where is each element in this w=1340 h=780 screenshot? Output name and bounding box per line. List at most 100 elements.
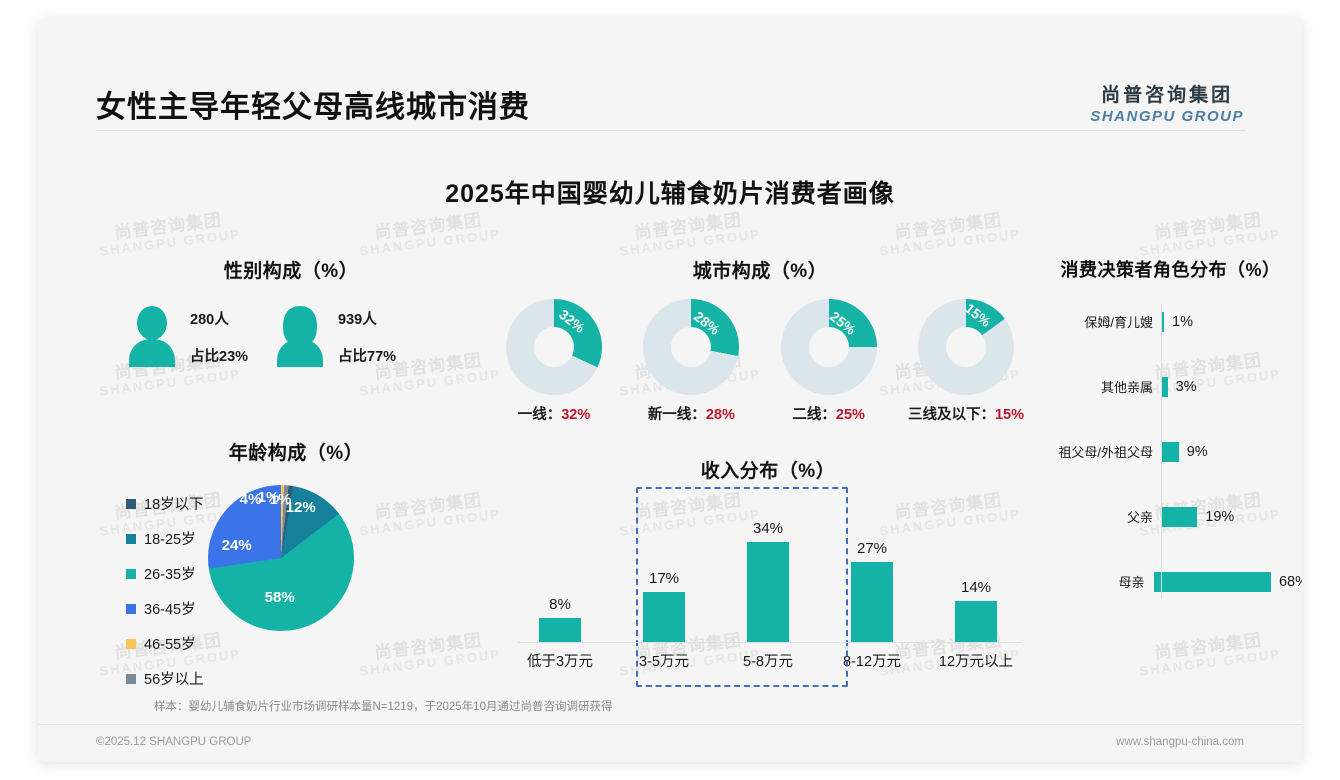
gender-title: 性别构成（%） [223,261,359,282]
gender-section: 性别构成（%） 280人 占比23% 939人 占比7 [126,256,456,369]
sample-note: 样本：婴幼儿辅食奶片行业市场调研样本量N=1219，于2025年10月通过尚普咨… [154,701,613,713]
city-donut-4: 15% 三线及以下：15% [902,299,1030,424]
age-legend-item-5: 46-55岁 [126,633,204,654]
decision-row-label: 保姆/育儿嫂 [1084,315,1153,330]
income-bar [539,618,581,642]
legend-swatch-icon [126,498,136,509]
decision-row-label: 其他亲属 [1100,380,1153,395]
donut-caption: 二线：25% [792,407,865,423]
female-share: 占比77% [338,349,397,365]
decision-row: 母亲 68% [1033,560,1302,603]
header-divider [96,130,1246,131]
male-share: 占比23% [190,349,249,365]
legend-swatch-icon [126,673,136,684]
age-pie-chart [207,485,354,631]
age-title: 年龄构成（%） [228,443,364,464]
donut-hole [808,327,849,367]
income-bar [955,600,997,642]
income-section: 收入分布（%） 8% 17% 34% 27% 14% 低于3万元 3-5万元 5-8万元 8-… [508,456,1028,687]
slide-header: 女性主导年轻父母高线城市消费 尚普咨询集团 SHANGPU GROUP [38,18,1302,131]
pie-label-26-35: 58% [264,589,295,606]
logo-cn-text: 尚普咨询集团 [1101,85,1234,106]
income-category-label: 低于3万元 [526,654,594,670]
city-donut-1: 32% 一线：32% [490,299,618,424]
age-pie-wrap: 4% 1% 1% 12% 24% 58% [207,485,354,631]
donut-ring: 28% [643,299,740,395]
decision-rows: 保姆/育儿嫂 1% 其他亲属 3% 祖父母/外祖父母 9% 父亲 19% 母亲 68% [1033,300,1302,603]
decision-row-value: 68% [1278,573,1302,590]
decision-section: 消费决策者角色分布（%） 保姆/育儿嫂 1% 其他亲属 3% 祖父母/外祖父母 9% 父亲 1… [1033,256,1302,625]
decision-bar [1162,376,1168,397]
decision-row-value: 9% [1186,443,1208,460]
slide: 尚普咨询集团 SHANGPU GROUP 尚普咨询集团 SHANGPU GROUP 尚普… [38,18,1302,762]
decision-row-label: 母亲 [1118,575,1145,590]
donut-ring: 25% [780,299,877,395]
income-bar-value: 34% [752,519,784,537]
brand-logo: 尚普咨询集团 SHANGPU GROUP [1090,80,1244,125]
logo-en-text: SHANGPU GROUP [1090,108,1244,125]
legend-label: 18岁以下 [144,497,204,513]
footer-divider [38,724,1302,725]
legend-label: 26-35岁 [144,567,196,583]
decision-bar [1153,571,1271,592]
donut-caption: 三线及以下：15% [907,407,1024,423]
pie-label-46-55: 4% [239,491,262,508]
city-donut-2: 28% 新一线：28% [627,299,755,424]
pie-label-36-45: 24% [221,537,252,554]
gender-item-female: 939人 占比77% [274,305,396,369]
income-category-label: 5-8万元 [743,654,793,670]
income-bar [643,591,685,642]
chart-main-title: 2025年中国婴幼儿辅食奶片消费者画像 [445,180,895,208]
donut-caption: 新一线：28% [647,407,735,423]
decision-bar [1162,311,1164,332]
legend-label: 56岁以上 [144,672,204,688]
age-legend-item-3: 26-35岁 [126,563,204,584]
income-bar-column: 34% [716,492,820,642]
income-category-label: 3-5万元 [639,654,689,670]
age-legend-item-6: 56岁以上 [126,668,204,689]
decision-row-label: 祖父母/外祖父母 [1058,445,1153,460]
legend-swatch-icon [126,568,136,579]
income-bar [851,562,893,642]
decision-row-label: 父亲 [1126,510,1153,525]
decision-row: 父亲 19% [1033,495,1302,538]
income-category-label: 12万元以上 [938,654,1014,670]
age-section: 年龄构成（%） 18岁以下 18-25岁 26-35岁 36-45岁 46-55岁 56岁… [126,438,466,703]
decision-bar [1162,441,1179,462]
legend-swatch-icon [126,638,136,649]
income-axis-line [518,642,1022,643]
donut-hole [945,327,986,367]
income-plot: 8% 17% 34% 27% 14% [508,487,1028,687]
income-category-label: 8-12万元 [842,654,902,670]
income-bar-value: 17% [648,569,680,587]
pie-label-56plus: 1% [257,489,280,506]
male-silhouette-icon [129,306,175,367]
copyright-text: ©2025.12 SHANGPU GROUP [96,736,252,748]
website-link[interactable]: www.shangpu-china.com [1116,736,1244,748]
legend-label: 18-25岁 [144,532,196,548]
female-count: 939人 [338,312,377,328]
decision-row-value: 3% [1175,378,1197,395]
donut-hole [534,327,574,367]
legend-swatch-icon [126,603,136,614]
city-section: 城市构成（%） 32% 一线：32% 28% 新一线：28% 25% 二线：25% 15% 三… [490,256,1030,424]
decision-row-value: 19% [1205,508,1235,525]
decision-bar [1162,506,1198,527]
income-bar-column: 8% [508,492,612,642]
donut-hole [671,327,712,367]
legend-swatch-icon [126,533,136,544]
income-bar-column: 17% [612,492,716,642]
male-count: 280人 [190,312,229,328]
age-legend: 18岁以下 18-25岁 26-35岁 36-45岁 46-55岁 56岁以上 [126,493,204,703]
legend-label: 46-55岁 [144,637,196,653]
pie-label-under18: 1% [269,491,292,508]
gender-item-male: 280人 占比23% [126,305,248,369]
decision-row: 祖父母/外祖父母 9% [1033,430,1302,473]
income-bar-value: 8% [549,596,571,614]
age-legend-item-4: 36-45岁 [126,598,204,619]
donut-ring: 15% [917,299,1014,395]
pie-label-18-25: 12% [285,499,316,516]
